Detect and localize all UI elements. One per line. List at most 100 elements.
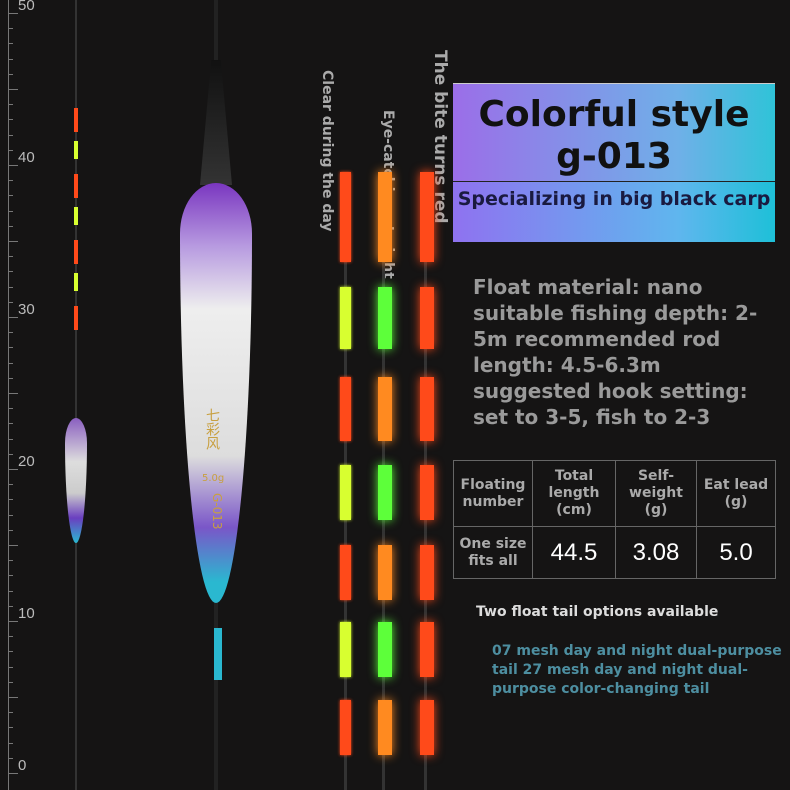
ruler-tick [8, 697, 18, 698]
notes-title: Two float tail options available [476, 604, 719, 620]
tail-segment [378, 172, 392, 262]
table-header: Total length (cm) [532, 460, 616, 527]
header-subtitle-box: Specializing in big black carp [453, 181, 775, 242]
ruler-label: 10 [18, 605, 35, 622]
ruler-line [8, 0, 9, 790]
ruler-tick [8, 712, 13, 714]
tail-segment [378, 700, 392, 755]
ruler-tick [8, 423, 13, 425]
small-tail-segment [74, 108, 78, 132]
tail-segment [378, 545, 392, 600]
ruler-tick [8, 210, 13, 212]
ruler-tick [8, 134, 13, 136]
subtitle: Specializing in big black carp [457, 188, 771, 210]
ruler-tick [8, 636, 13, 638]
specs-text: Float material: nano suitable fishing de… [473, 275, 758, 429]
tail-segment [378, 377, 392, 441]
float-model: G-013 [210, 493, 224, 530]
ruler-tick [8, 362, 13, 364]
table-cell: One size fits all [453, 526, 533, 579]
ruler-tick [8, 104, 13, 106]
ruler-tick [8, 225, 13, 227]
tail-segment [420, 377, 434, 441]
table-header: Self-weight (g) [615, 460, 697, 527]
big-float-foot [214, 628, 222, 680]
small-tail-segment [74, 273, 78, 291]
ruler-label: 50 [18, 0, 35, 14]
ruler-tick [8, 43, 13, 45]
ruler-tick [8, 28, 13, 30]
ruler-tick [8, 605, 13, 607]
ruler-tick [8, 89, 18, 90]
ruler-tick [8, 393, 18, 394]
table-cell: 44.5 [532, 526, 616, 579]
ruler-tick [8, 180, 13, 182]
tail-segment [420, 465, 434, 520]
tail-segment [340, 172, 351, 262]
ruler-tick [8, 73, 13, 75]
page-title: Colorful style g-013 [478, 94, 750, 177]
small-float-body [65, 418, 87, 543]
ruler-tick [8, 256, 13, 258]
ruler-tick [8, 408, 13, 410]
ruler-label: 0 [18, 757, 27, 774]
small-float-stem [75, 0, 77, 790]
tail-segment [378, 287, 392, 349]
ruler-tick [8, 347, 13, 349]
ruler-tick [8, 377, 13, 379]
ruler-tick [8, 560, 13, 562]
tail-segment [378, 622, 392, 677]
ruler-tick [8, 332, 13, 334]
ruler-tick [8, 317, 18, 318]
ruler-tick [8, 621, 18, 622]
ruler-tick [8, 529, 13, 531]
header-title-box: Colorful style g-013 [453, 83, 775, 182]
ruler-tick [8, 286, 13, 288]
ruler-tick [8, 241, 18, 242]
ruler-tick [8, 119, 13, 121]
float-weight: 5.0g [202, 473, 225, 484]
small-tail-segment [74, 207, 78, 225]
ruler-tick [8, 773, 18, 774]
tail-segment [420, 545, 434, 600]
big-float-antenna-base [200, 60, 232, 185]
ruler-label: 40 [18, 149, 35, 166]
tail-segment [420, 622, 434, 677]
table-header: Floating number [453, 460, 533, 527]
ruler-tick [8, 651, 13, 653]
small-tail-segment [74, 141, 78, 159]
ruler-tick [8, 545, 18, 546]
tail-label-day: Clear during the day [319, 70, 335, 232]
tail-segment [340, 377, 351, 441]
ruler-tick [8, 438, 13, 440]
ruler-tick [8, 484, 13, 486]
small-tail-segment [74, 306, 78, 330]
ruler-label: 20 [18, 453, 35, 470]
ruler-tick [8, 165, 18, 166]
ruler-tick [8, 590, 13, 592]
ruler-tick [8, 149, 13, 151]
ruler-tick [8, 742, 13, 744]
ruler-tick [8, 271, 13, 273]
small-tail-segment [74, 240, 78, 264]
big-float-body: 七彩风 5.0g G-013 [180, 183, 252, 603]
ruler-tick [8, 469, 18, 470]
ruler-tick [8, 499, 13, 501]
tail-segment [340, 622, 351, 677]
small-tail-segment [74, 174, 78, 198]
float-brand: 七彩风 [204, 408, 220, 450]
ruler-tick [8, 666, 13, 668]
tail-segment [420, 700, 434, 755]
ruler-tick [8, 681, 13, 683]
tail-segment [420, 287, 434, 349]
ruler-tick [8, 13, 18, 14]
tail-segment [340, 700, 351, 755]
spec-table: Floating number Total length (cm) Self-w… [453, 460, 776, 579]
tail-segment [340, 545, 351, 600]
ruler-tick [8, 575, 13, 577]
tail-segment [340, 465, 351, 520]
notes-body: 07 mesh day and night dual-purpose tail … [492, 643, 782, 697]
table-cell: 5.0 [696, 526, 776, 579]
ruler-tick [8, 757, 13, 759]
